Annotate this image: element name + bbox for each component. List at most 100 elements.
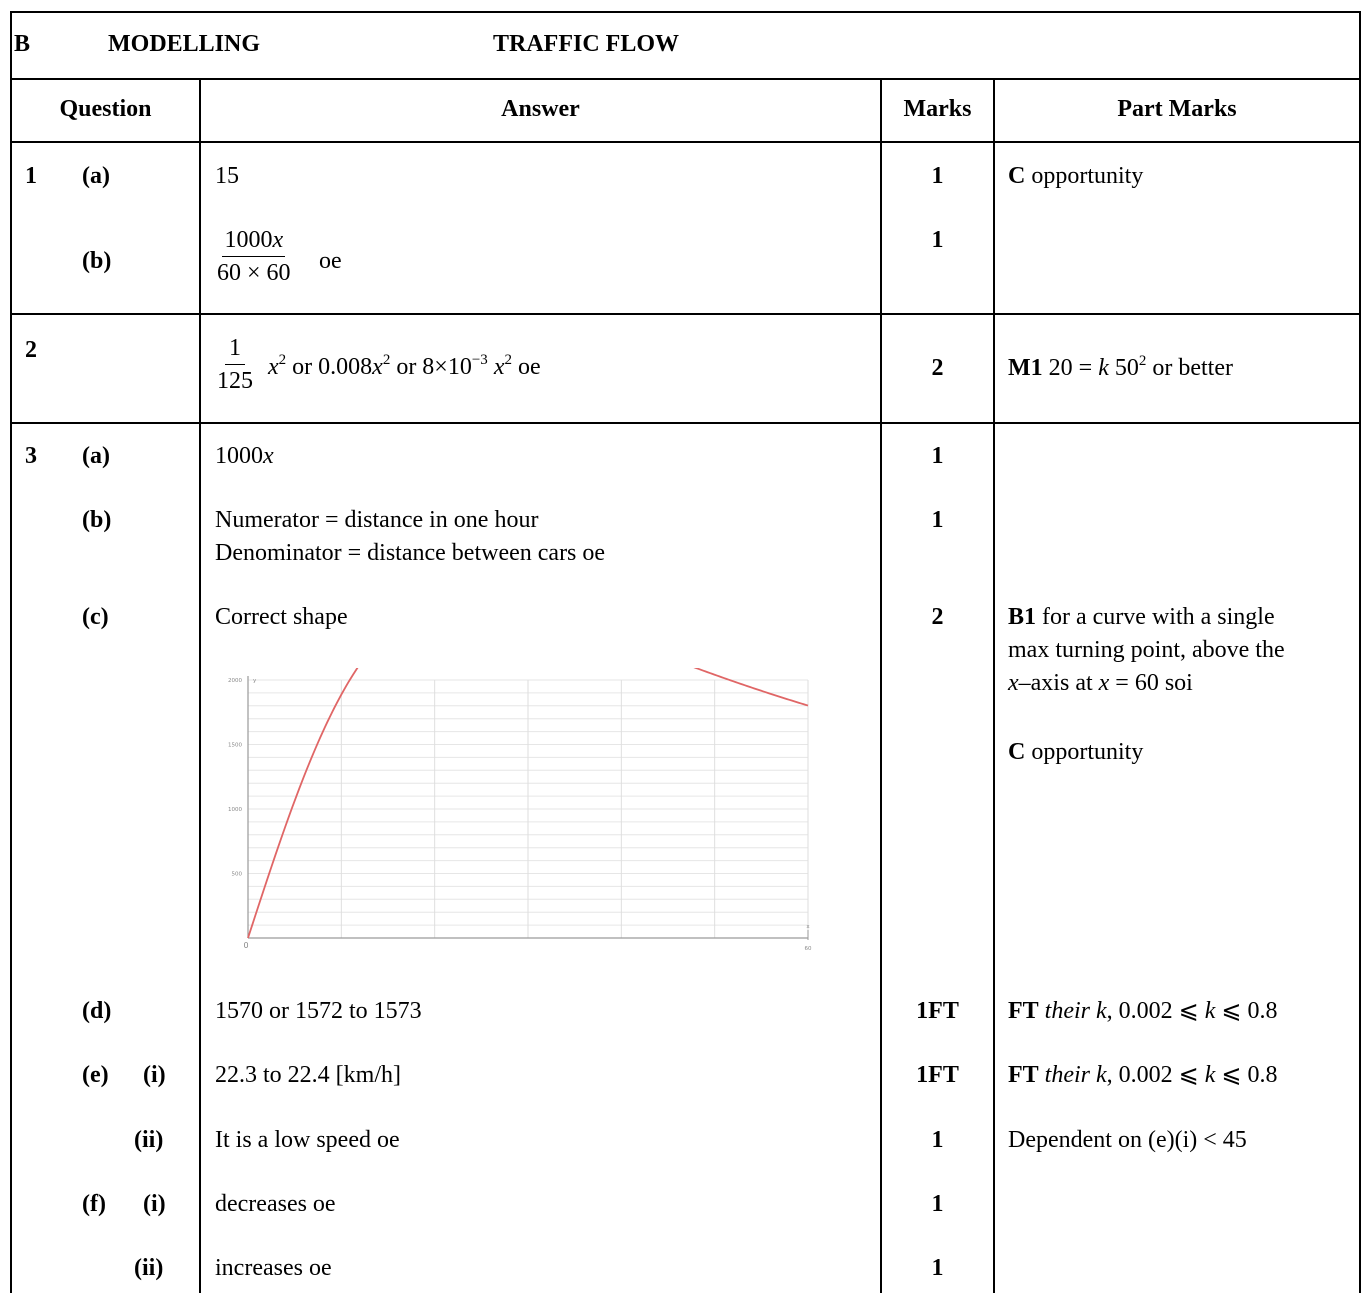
q3a-marks: 1	[931, 443, 944, 469]
traffic-flow-graph: 2000 1500 1000 500 y 0 x 60	[228, 668, 812, 952]
x-axis-letter: x	[806, 924, 810, 930]
q2-fraction: 1 125	[217, 335, 253, 395]
q2-or-1: or 0.008	[286, 354, 373, 380]
graph-tick-labels: 2000 1500 1000 500 y 0 x 60	[228, 678, 812, 952]
q3f-ii-label: (ii)	[134, 1255, 164, 1281]
q2-exp-neg: −3	[471, 352, 488, 368]
header-answer: Answer	[501, 96, 580, 122]
graph-axes	[247, 676, 809, 940]
q3e-i-part-bold: FT	[1008, 1062, 1039, 1088]
q3d-part-marks: FT their k, 0.002 ⩽ k ⩽ 0.8	[1008, 998, 1278, 1026]
q2-part-k: k	[1098, 355, 1109, 381]
q3e-i-label: (i)	[143, 1062, 166, 1088]
q3e-ii-answer: It is a low speed oe	[215, 1127, 400, 1153]
q3c-part-line2: max turning point, above the	[1008, 637, 1285, 663]
table-top-border	[10, 11, 1361, 13]
y-tick-label: 500	[232, 872, 243, 878]
q3d-part-rest: , 0.002 ⩽	[1106, 998, 1205, 1024]
q3e-ii-label: (ii)	[134, 1127, 164, 1153]
q3d-marks: 1FT	[916, 998, 959, 1024]
q3c-part-l1: for a curve with a single	[1036, 604, 1275, 630]
x-tick-label-60: 60	[805, 946, 812, 952]
section-title-right: TRAFFIC FLOW	[493, 31, 679, 57]
row-divider-q2	[10, 422, 1361, 424]
q3b-answer-line2: Denominator = distance between cars oe	[215, 540, 606, 566]
q3a-label: (a)	[82, 443, 110, 469]
q1a-part-bold: C	[1008, 163, 1026, 189]
col-divider-answer	[199, 79, 201, 1293]
q3c-part-var-1: x	[1008, 670, 1019, 696]
table-left-border	[10, 11, 12, 1293]
q3f-ii-marks: 1	[931, 1255, 944, 1281]
q3b-marks: 1	[931, 507, 944, 533]
q2-frac-denominator: 125	[217, 368, 253, 395]
q3a-answer: 1000x	[215, 443, 274, 471]
q3b-label: (b)	[82, 507, 112, 533]
q2-frac-numerator: 1	[225, 335, 245, 366]
q1b-fraction: 1000x 60 × 60	[217, 227, 291, 287]
q2-part-exp: 2	[1138, 353, 1147, 369]
q2-or-2: or 8×10	[390, 354, 472, 380]
header-divider	[10, 78, 1361, 80]
q2-part-marks: M1 20 = k 502 or better	[1008, 353, 1233, 383]
q3e-i-answer: 22.3 to 22.4 [km/h]	[215, 1062, 401, 1088]
q1a-part-marks: C opportunity	[1008, 163, 1143, 191]
q1b-suffix: oe	[319, 248, 342, 274]
q3c-part2-rest: opportunity	[1025, 739, 1144, 765]
q3e-i-part-marks: FT their k, 0.002 ⩽ k ⩽ 0.8	[1008, 1062, 1278, 1090]
q3d-part-rest2: ⩽ 0.8	[1215, 998, 1278, 1024]
q3a-answer-var: x	[263, 443, 274, 469]
q3c-part-line1: B1 for a curve with a single	[1008, 604, 1275, 632]
q3e-i-part-rest2: ⩽ 0.8	[1215, 1062, 1278, 1088]
q3c-part-l3b: = 60 soi	[1109, 670, 1193, 696]
y-tick-label: 1500	[228, 743, 242, 749]
q2-exp-1: 2	[278, 352, 287, 368]
q2-part-rest-2: 50	[1108, 355, 1139, 381]
q3c-label: (c)	[82, 604, 109, 630]
q3e-i-part-rest: , 0.002 ⩽	[1106, 1062, 1205, 1088]
q2-part-rest-1: 20 =	[1042, 355, 1099, 381]
q3f-label: (f)	[82, 1191, 106, 1217]
q3d-part-bold: FT	[1008, 998, 1039, 1024]
section-title-left: MODELLING	[108, 31, 261, 57]
x-tick-label-0: 0	[243, 941, 248, 950]
q3f-i-answer: decreases oe	[215, 1191, 336, 1217]
q3e-ii-part-marks: Dependent on (e)(i) < 45	[1008, 1127, 1247, 1153]
q1b-numerator-var: x	[272, 227, 284, 253]
column-header-divider	[10, 141, 1361, 143]
header-part-marks: Part Marks	[1117, 96, 1237, 122]
q3e-i-marks: 1FT	[916, 1062, 959, 1088]
q3c-part-line3: x–axis at x = 60 soi	[1008, 670, 1193, 698]
q1a-marks: 1	[931, 163, 944, 189]
q1b-denominator: 60 × 60	[217, 260, 291, 287]
q3f-i-label: (i)	[143, 1191, 166, 1217]
section-letter: B	[14, 31, 31, 57]
q3f-i-marks: 1	[931, 1191, 944, 1217]
q2-part-rest-3: or better	[1146, 355, 1233, 381]
q3c-answer: Correct shape	[215, 604, 348, 630]
graph-grid	[248, 679, 809, 939]
q3c-marks: 2	[931, 604, 944, 630]
q3e-i-part-k: k	[1204, 1062, 1216, 1088]
q1b-numerator: 1000	[224, 227, 273, 253]
q3a-answer-num: 1000	[215, 443, 263, 469]
q2-number: 2	[25, 337, 37, 363]
y-tick-label: 1000	[228, 807, 242, 813]
header-marks: Marks	[903, 96, 972, 122]
q3d-answer: 1570 or 1572 to 1573	[215, 998, 422, 1024]
q3c-part-bold: B1	[1008, 604, 1037, 630]
table-right-border	[1359, 11, 1361, 1293]
col-divider-part-marks	[993, 79, 995, 1293]
y-tick-label: 2000	[228, 678, 242, 684]
q3-number: 3	[25, 443, 37, 469]
col-divider-marks	[880, 79, 882, 1293]
q3c-part2: C opportunity	[1008, 739, 1143, 767]
q1b-marks: 1	[931, 227, 944, 253]
q1a-part-rest: opportunity	[1025, 163, 1144, 189]
q3e-ii-marks: 1	[931, 1127, 944, 1153]
q1-number: 1	[25, 163, 37, 189]
header-question: Question	[59, 96, 152, 122]
q1b-label: (b)	[82, 248, 112, 274]
q3d-part-their: their k	[1038, 998, 1107, 1024]
q2-answer-expression: x2 or 0.008x2 or 8×10−3 x2 oe	[268, 352, 541, 382]
